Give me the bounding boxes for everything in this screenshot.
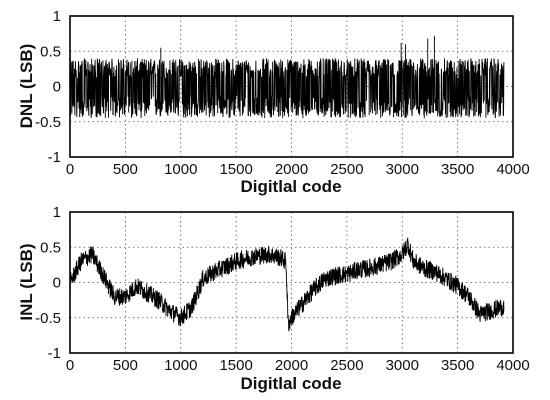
inl-x-tick-label: 4000 (496, 357, 529, 374)
dnl-x-tick-label: 1500 (219, 161, 252, 178)
dnl-y-axis-label: DNL (LSB) (17, 44, 36, 129)
inl-grid (70, 212, 513, 353)
inl-y-axis-label: INL (LSB) (17, 243, 36, 320)
dnl-x-tick-label: 2500 (330, 161, 363, 178)
inl-x-tick-label: 500 (113, 357, 138, 374)
dnl-plot-frame (69, 15, 514, 158)
inl-x-tick-label: 1000 (164, 357, 197, 374)
dnl-x-tick-label: 3000 (386, 161, 419, 178)
inl-x-tick-label: 1500 (219, 357, 252, 374)
dnl-series-line (69, 57, 505, 119)
inl-x-tick-label: 0 (66, 357, 74, 374)
dnl-y-ticks: 1 0.5 0 -0.5 -1 (35, 8, 61, 166)
inl-series-line (69, 237, 505, 332)
inl-y-tick-label: -1 (48, 345, 61, 362)
inl-x-tick-label: 3000 (386, 357, 419, 374)
inl-panel: 1 0.5 0 -0.5 -1 0 500 1000 1500 2000 2500 3000 3500… (17, 204, 530, 393)
inl-trace (69, 237, 505, 332)
dnl-y-tick-label: -1 (48, 149, 61, 166)
dnl-x-axis-label: Digitlal code (240, 177, 341, 196)
dnl-x-tick-label: 1000 (164, 161, 197, 178)
inl-y-tick-label: -0.5 (35, 310, 61, 327)
inl-y-ticks: 1 0.5 0 -0.5 -1 (35, 204, 61, 362)
inl-plot-frame (69, 211, 514, 354)
dnl-x-tick-label: 3500 (441, 161, 474, 178)
dnl-y-tick-label: 0.5 (40, 43, 61, 60)
inl-y-tick-label: 0 (53, 275, 61, 292)
inl-x-axis-label: Digitlal code (240, 374, 341, 393)
inl-y-tick-label: 0.5 (40, 239, 61, 256)
dnl-trace (69, 35, 505, 119)
dnl-x-tick-label: 0 (66, 161, 74, 178)
dnl-y-tick-label: 1 (53, 8, 61, 25)
dnl-y-tick-label: 0 (53, 79, 61, 96)
dnl-x-tick-label: 2000 (275, 161, 308, 178)
inl-x-tick-label: 2000 (275, 357, 308, 374)
dnl-y-tick-label: -0.5 (35, 114, 61, 131)
dnl-x-tick-label: 500 (113, 161, 138, 178)
inl-x-ticks: 0 500 1000 1500 2000 2500 3000 3500 4000 (66, 357, 530, 374)
dnl-x-tick-label: 4000 (496, 161, 529, 178)
dnl-panel: 1 0.5 0 -0.5 -1 0 500 1000 1500 2000 2500 3000 3500… (17, 8, 530, 196)
inl-x-tick-label: 3500 (441, 357, 474, 374)
dnl-x-ticks: 0 500 1000 1500 2000 2500 3000 3500 4000 (66, 161, 530, 178)
inl-y-tick-label: 1 (53, 204, 61, 221)
inl-x-tick-label: 2500 (330, 357, 363, 374)
